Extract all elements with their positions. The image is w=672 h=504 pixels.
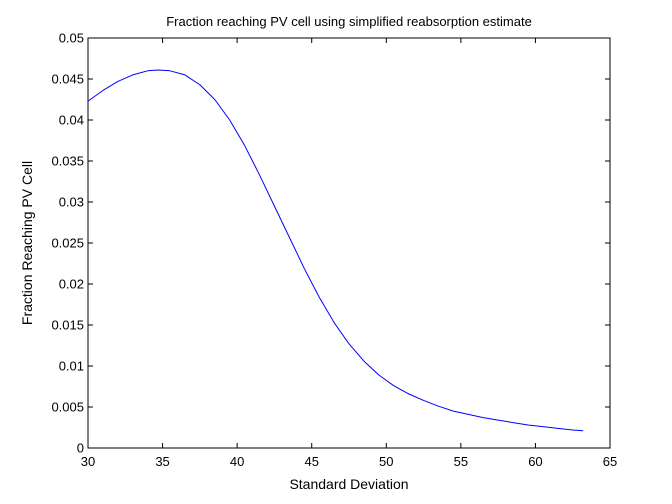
y-tick-label: 0.005: [51, 400, 84, 415]
series-line: [87, 69, 584, 432]
chart-title: Fraction reaching PV cell using simplifi…: [166, 14, 532, 29]
x-tick-label: 65: [603, 454, 617, 469]
y-tick-label: 0.05: [59, 31, 84, 46]
x-tick-label: 60: [528, 454, 542, 469]
y-tick-label: 0.01: [59, 359, 84, 374]
x-axis-label: Standard Deviation: [289, 476, 408, 492]
x-tick-label: 30: [81, 454, 95, 469]
series-layer: [87, 69, 584, 432]
y-tick-label: 0.04: [59, 113, 84, 128]
y-axis-label: Fraction Reaching PV Cell: [19, 161, 35, 325]
y-tick-label: 0.035: [51, 154, 84, 169]
x-tick-label: 55: [454, 454, 468, 469]
x-tick-label: 40: [230, 454, 244, 469]
y-tick-label: 0.045: [51, 72, 84, 87]
x-tick-label: 50: [379, 454, 393, 469]
ticks-layer: 30 35 40 45 50 55 60 65 0 0.005 0.01 0.015 0.02 0.025…: [51, 31, 617, 470]
x-tick-label: 35: [155, 454, 169, 469]
y-tick-label: 0.015: [51, 318, 84, 333]
x-tick-label: 45: [304, 454, 318, 469]
y-tick-label: 0.03: [59, 195, 84, 210]
y-tick-label: 0.025: [51, 236, 84, 251]
y-tick-label: 0.02: [59, 277, 84, 292]
plot-area: [87, 37, 611, 449]
y-tick-label: 0: [77, 441, 84, 456]
